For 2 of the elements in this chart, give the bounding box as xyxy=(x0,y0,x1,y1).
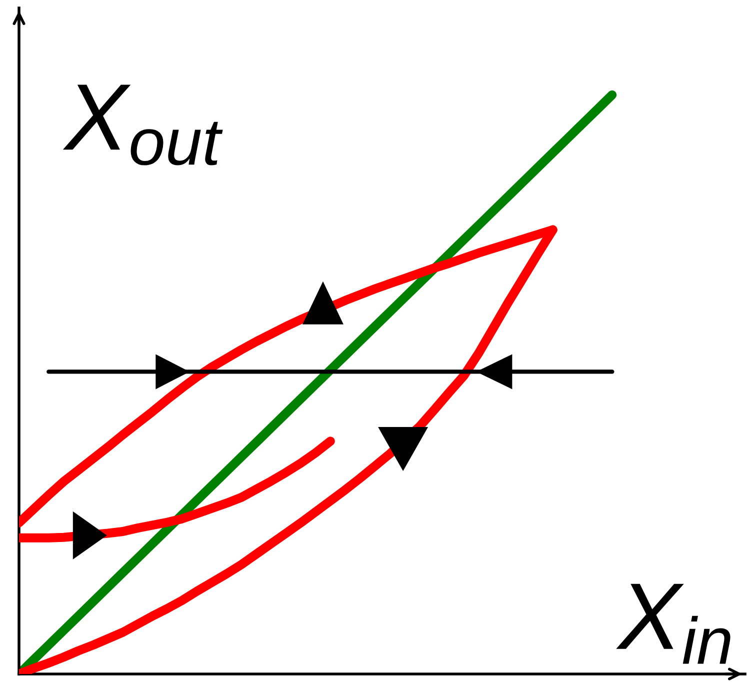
y-axis-title: X$_{out}$ xyxy=(62,84,223,166)
x-axis-title: X$_{in}$ xyxy=(616,584,730,664)
